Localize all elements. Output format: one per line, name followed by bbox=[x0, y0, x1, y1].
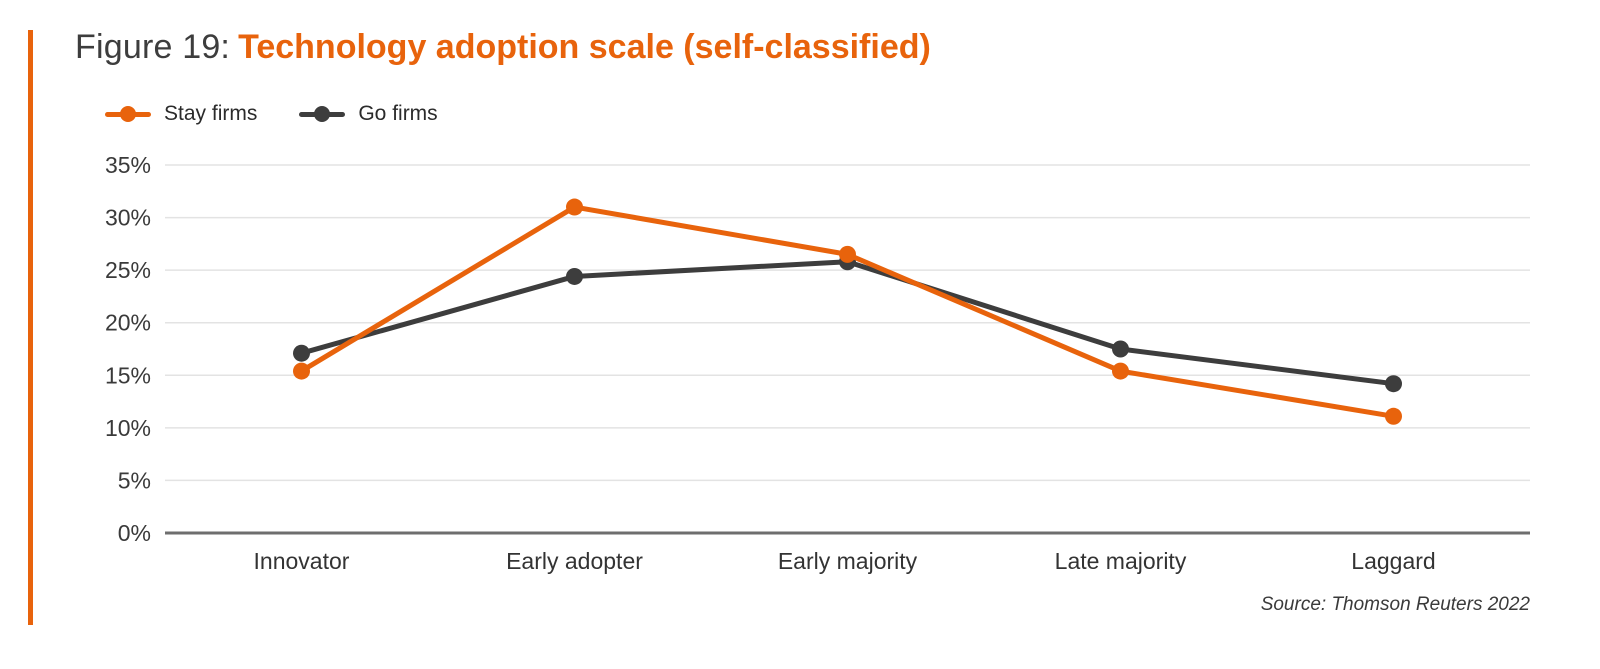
figure-title: Technology adoption scale (self-classifi… bbox=[238, 28, 931, 66]
series-line-0 bbox=[299, 204, 1396, 419]
y-tick-label: 15% bbox=[105, 362, 151, 388]
figure-header: Figure 19: Technology adoption scale (sel… bbox=[75, 26, 931, 68]
source-attribution: Source: Thomson Reuters 2022 bbox=[1260, 594, 1530, 615]
legend-line-marker-icon bbox=[105, 106, 151, 122]
legend-label-go-firms: Go firms bbox=[358, 102, 438, 125]
y-tick-label: 25% bbox=[105, 257, 151, 283]
legend-dot-icon bbox=[314, 106, 331, 122]
x-tick-label: Early adopter bbox=[506, 548, 643, 574]
data-point-marker bbox=[839, 245, 856, 263]
legend-item-stay-firms: Stay firms bbox=[105, 102, 257, 126]
accent-bar bbox=[28, 30, 33, 625]
line-chart: 0% 5% 10% 15% 20% 25% 30% 35% Innovator Early ado… bbox=[105, 152, 1530, 574]
x-tick-label: Laggard bbox=[1351, 548, 1435, 574]
chart-legend: Stay firms Go firms bbox=[105, 102, 438, 126]
data-point-marker bbox=[1385, 375, 1402, 393]
y-tick-label: 20% bbox=[105, 310, 151, 336]
y-tick-label: 0% bbox=[118, 520, 151, 546]
legend-item-go-firms: Go firms bbox=[299, 102, 438, 126]
x-tick-label: Innovator bbox=[254, 548, 350, 574]
data-point-marker bbox=[566, 198, 583, 216]
legend-dot-icon bbox=[120, 106, 136, 122]
data-point-marker bbox=[1112, 340, 1129, 358]
x-tick-label: Early majority bbox=[778, 548, 918, 574]
y-tick-label: 10% bbox=[105, 415, 151, 441]
y-tick-label: 30% bbox=[105, 205, 151, 231]
x-tick-label: Late majority bbox=[1055, 548, 1187, 574]
legend-label-stay-firms: Stay firms bbox=[164, 102, 258, 125]
y-tick-label: 35% bbox=[105, 152, 151, 178]
figure-label: Figure 19: bbox=[75, 28, 231, 66]
data-point-marker bbox=[1112, 362, 1129, 380]
legend-line-marker-icon bbox=[299, 106, 346, 122]
data-point-marker bbox=[1385, 407, 1402, 425]
data-point-marker bbox=[293, 344, 310, 362]
data-point-marker bbox=[566, 267, 583, 285]
data-point-marker bbox=[293, 362, 310, 380]
y-tick-label: 5% bbox=[118, 467, 151, 493]
